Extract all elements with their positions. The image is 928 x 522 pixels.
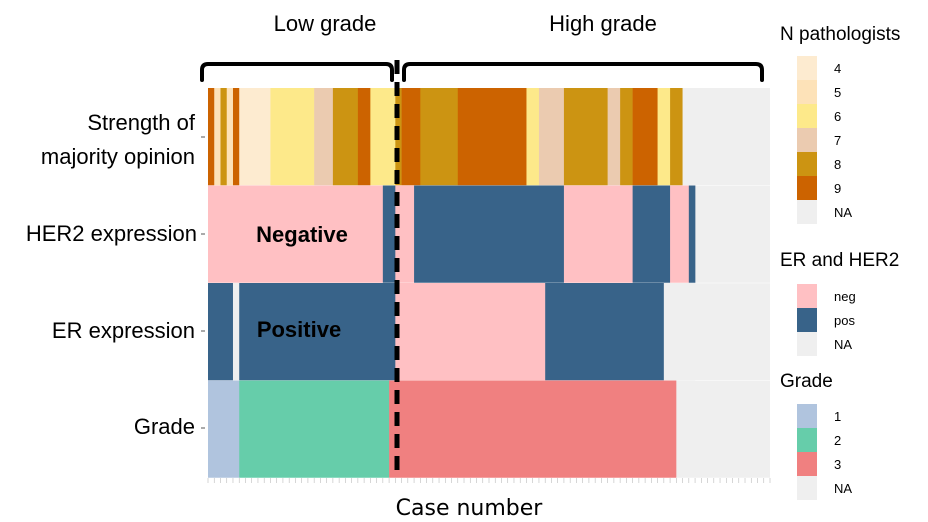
x-tick-marks [207, 478, 771, 483]
legend-label-0-0: 4 [834, 61, 841, 76]
legend-key-2-3 [797, 476, 817, 500]
legend-title-2: Grade [780, 371, 833, 392]
group-label-high: High grade [549, 11, 657, 36]
cell-strength-22 [657, 88, 671, 186]
cell-strength-0 [208, 88, 215, 186]
legend-label-1-1: pos [834, 313, 855, 328]
cell-her2-0 [208, 185, 384, 283]
legend-label-2-0: 1 [834, 409, 841, 424]
row-label-er: ER expression [52, 318, 195, 343]
cell-grade-3 [676, 380, 696, 478]
cell-strength-19 [607, 88, 621, 186]
legend-key-1-0 [797, 284, 817, 308]
cell-strength-8 [332, 88, 359, 186]
legend-key-0-2 [797, 104, 817, 128]
cell-strength-11 [382, 88, 396, 186]
group-label-low: Low grade [274, 11, 377, 36]
cell-er-0 [208, 283, 234, 381]
row-label-strength-line2: majority opinion [41, 144, 195, 169]
legend-key-0-1 [797, 80, 817, 104]
cell-strength-1 [214, 88, 221, 186]
legend-label-2-2: 3 [834, 457, 841, 472]
legend-key-0-0 [797, 56, 817, 80]
heatmap-cells [208, 88, 770, 479]
legend-label-0-4: 8 [834, 157, 841, 172]
cell-strength-14 [420, 88, 459, 186]
legend-label-0-1: 5 [834, 85, 841, 100]
cell-her2-1 [382, 185, 396, 283]
legends: N pathologists 4 5 6 7 8 9 NA ER and HER2 neg pos N… [780, 24, 900, 500]
cell-strength-2 [220, 88, 228, 186]
cell-strength-6 [270, 88, 315, 186]
cell-her2-2 [395, 185, 415, 283]
legend-key-2-1 [797, 428, 817, 452]
row-label-strength-line1: Strength of [87, 110, 196, 135]
legend-label-1-2: NA [834, 337, 852, 352]
legend-label-0-6: NA [834, 205, 852, 220]
inset-label-negative: Negative [256, 222, 348, 247]
bracket-low-grade [200, 62, 394, 82]
row-label-her2: HER2 expression [26, 221, 197, 246]
legend-title-0: N pathologists [780, 24, 900, 45]
cell-er-3 [395, 283, 546, 381]
legend-title-1: ER and HER2 [780, 250, 899, 271]
legend-key-2-2 [797, 452, 817, 476]
legend-label-0-5: 9 [834, 181, 841, 196]
cell-strength-18 [563, 88, 608, 186]
cell-her2-7 [688, 185, 696, 283]
legend-label-1-0: neg [834, 289, 856, 304]
cell-er-4 [545, 283, 665, 381]
cell-strength-13 [401, 88, 421, 186]
legend-key-0-6 [797, 200, 817, 224]
cell-strength-24 [682, 88, 696, 186]
cell-strength-7 [314, 88, 334, 186]
cell-her2-6 [670, 185, 690, 283]
legend-key-0-5 [797, 176, 817, 200]
legend-key-1-2 [797, 332, 817, 356]
legend-label-2-3: NA [834, 481, 852, 496]
legend-label-0-2: 6 [834, 109, 841, 124]
cell-her2-5 [632, 185, 671, 283]
cell-strength-15 [457, 88, 527, 186]
cell-strength-4 [232, 88, 240, 186]
cell-er-2 [239, 283, 396, 381]
row-label-grade: Grade [134, 414, 195, 439]
legend-key-0-4 [797, 152, 817, 176]
cell-strength-9 [357, 88, 371, 186]
cell-strength-10 [370, 88, 384, 186]
cell-er-5 [663, 283, 696, 381]
cell-er-1 [232, 283, 240, 381]
legend-key-2-0 [797, 404, 817, 428]
legend-label-0-3: 7 [834, 133, 841, 148]
cell-grade-2 [389, 380, 677, 478]
cell-strength-17 [538, 88, 565, 186]
cell-grade-0 [208, 380, 240, 478]
legend-key-1-1 [797, 308, 817, 332]
cell-her2-3 [414, 185, 565, 283]
cell-strength-20 [620, 88, 633, 186]
cell-strength-3 [226, 88, 234, 186]
cell-strength-5 [239, 88, 271, 186]
inset-label-positive: Positive [257, 317, 341, 342]
bracket-high-grade [402, 62, 764, 82]
legend-label-2-1: 2 [834, 433, 841, 448]
x-axis-title: Case number [396, 496, 544, 521]
cell-her2-4 [563, 185, 633, 283]
cell-strength-21 [632, 88, 658, 186]
cell-strength-23 [670, 88, 683, 186]
cell-strength-16 [526, 88, 540, 186]
legend-key-0-3 [797, 128, 817, 152]
cell-grade-1 [239, 380, 390, 478]
